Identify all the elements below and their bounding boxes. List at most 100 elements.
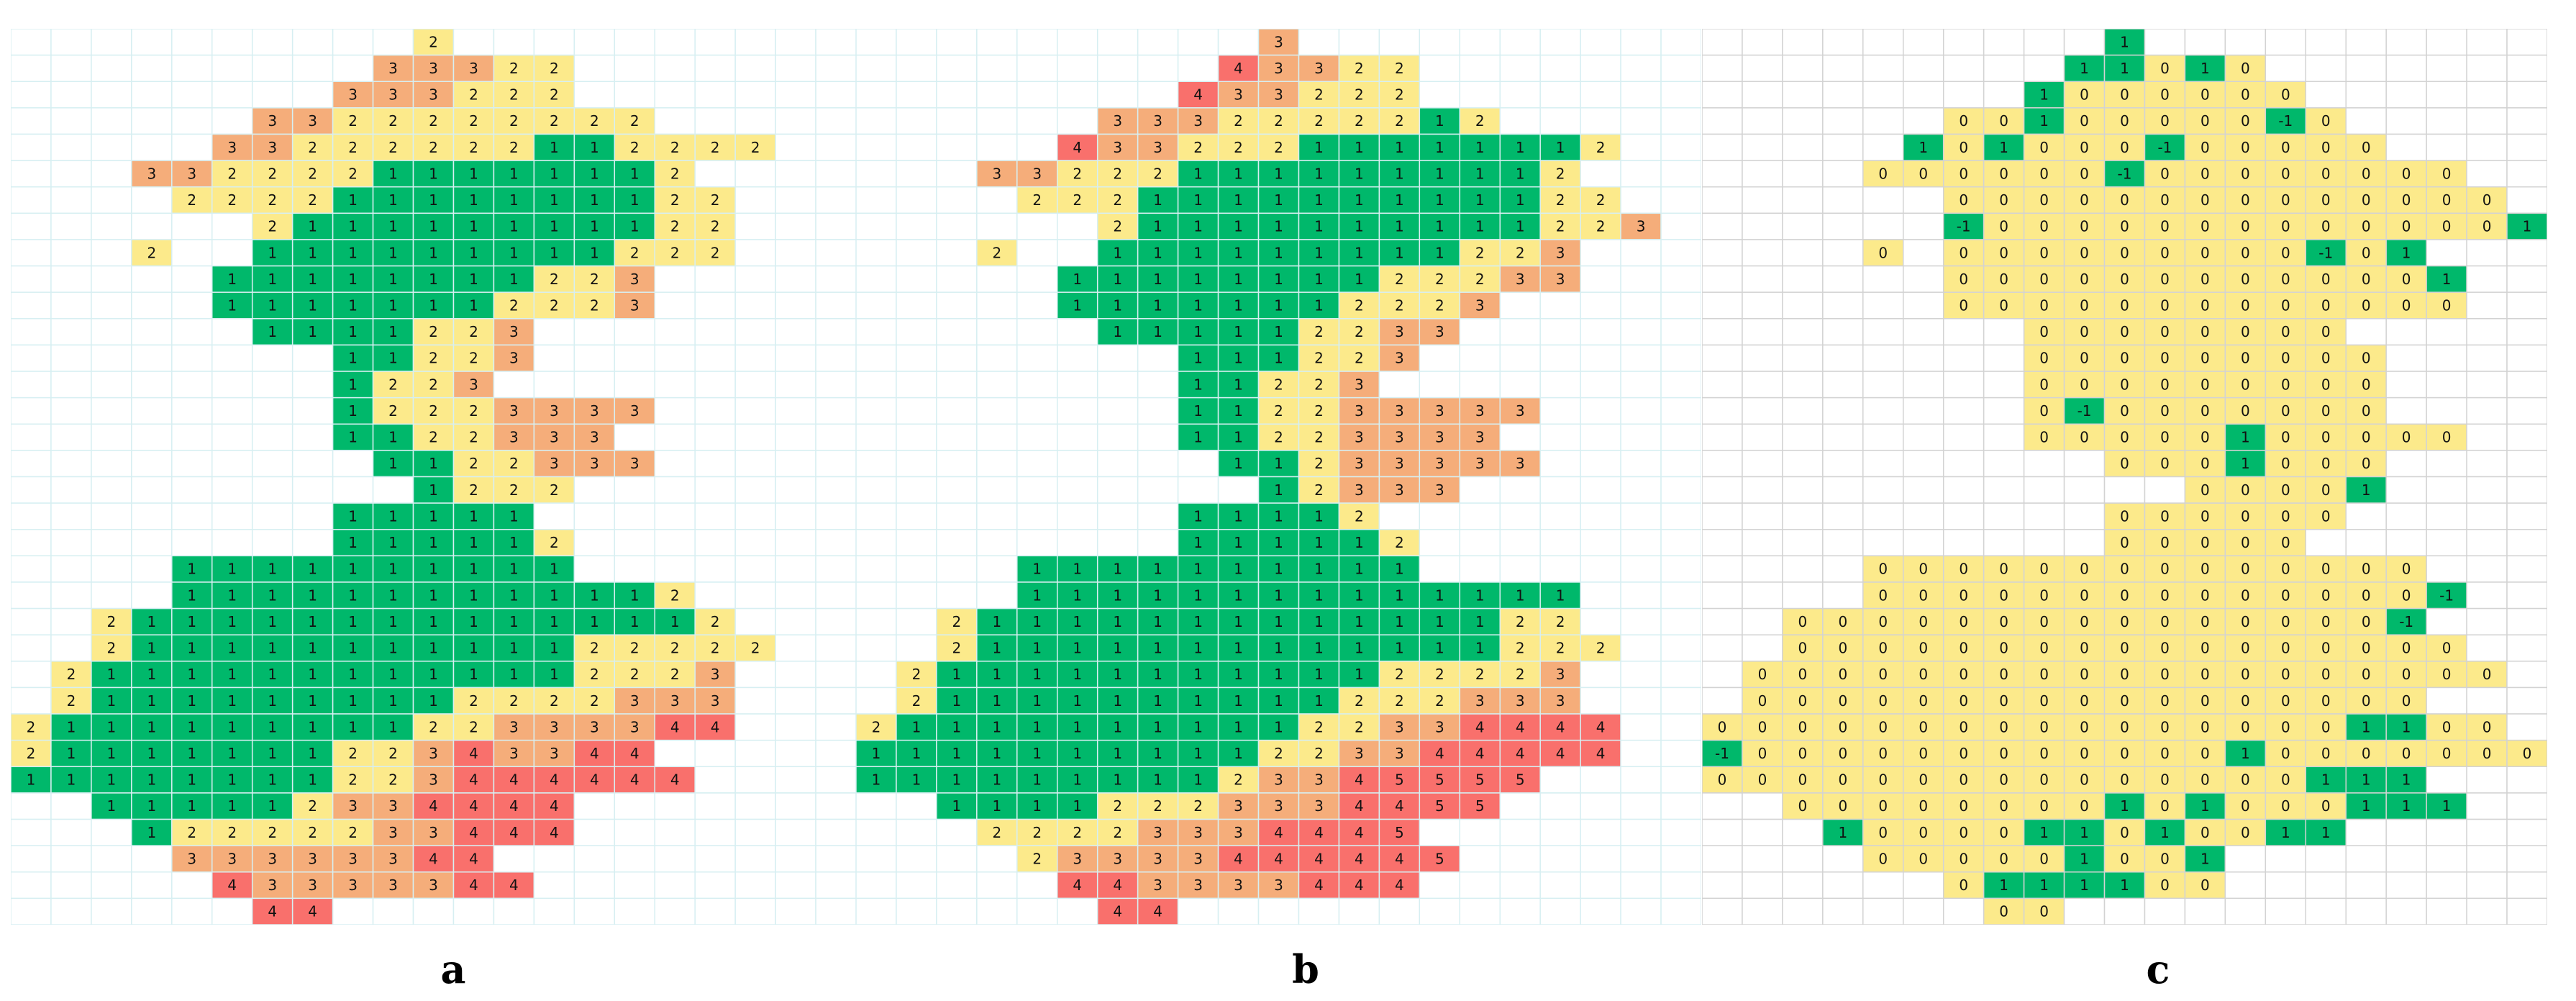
grid-cell-empty <box>1499 792 1541 820</box>
cell-value: 1 <box>992 745 1001 762</box>
cell-value: 2 <box>147 244 156 261</box>
grid-cell-empty <box>1822 291 1864 320</box>
cell-value: 0 <box>2362 376 2371 393</box>
cell-value: 0 <box>1999 666 2008 683</box>
grid-cell-empty <box>936 54 978 82</box>
cell-value: 0 <box>2120 666 2129 683</box>
cell-value: 2 <box>187 191 196 209</box>
cell-value: 2 <box>1516 244 1525 261</box>
grid-cell <box>1983 766 2025 794</box>
cell-value: 0 <box>2241 507 2250 525</box>
grid-cell <box>493 766 535 794</box>
grid-cell <box>1539 133 1581 161</box>
grid-cell-empty <box>372 476 414 504</box>
grid-cell <box>171 555 213 583</box>
grid-cell-empty <box>2385 871 2427 900</box>
grid-cell <box>1378 265 1421 293</box>
cell-value: 0 <box>2200 139 2210 156</box>
cell-value: 1 <box>590 139 599 156</box>
grid-cell-empty <box>1096 54 1139 82</box>
grid-cell <box>1177 239 1219 267</box>
grid-cell-empty <box>815 265 856 293</box>
grid-cell-empty <box>50 555 92 583</box>
cell-value: 2 <box>1556 165 1565 182</box>
grid-cell-empty <box>1539 766 1581 794</box>
grid-cell-empty <box>1419 54 1461 82</box>
grid-cell <box>291 581 334 610</box>
grid-cell-empty <box>694 344 736 372</box>
cell-value: 1 <box>1234 296 1243 314</box>
cell-value: 2 <box>590 640 599 657</box>
grid-cell <box>452 871 495 900</box>
cell-value: 1 <box>429 586 438 604</box>
grid-cell <box>211 845 253 873</box>
grid-cell-empty <box>1580 607 1621 635</box>
grid-cell-empty <box>332 29 374 56</box>
grid-cell-empty <box>91 818 132 846</box>
cell-value: 2 <box>1596 191 1606 209</box>
grid-cell <box>1137 739 1179 768</box>
cell-value: 1 <box>952 745 962 762</box>
cell-value: 3 <box>1193 850 1203 867</box>
grid-cell-empty <box>50 397 92 425</box>
grid-cell <box>1217 739 1260 768</box>
cell-value: 3 <box>1475 296 1485 314</box>
grid-cell <box>533 54 575 82</box>
grid-cell <box>1217 344 1260 372</box>
cell-value: 3 <box>388 797 398 815</box>
cell-value: 3 <box>348 86 358 104</box>
grid-cell <box>1459 133 1501 161</box>
grid-cell-empty <box>50 107 92 135</box>
grid-cell <box>2063 713 2106 741</box>
grid-cell-empty <box>1499 371 1541 399</box>
cell-value: 1 <box>348 561 358 578</box>
cell-value: 0 <box>2200 323 2210 340</box>
grid-cell-empty <box>211 502 253 530</box>
grid-cell-empty <box>1016 897 1058 925</box>
grid-cell-empty <box>11 528 52 557</box>
cell-value: 1 <box>107 666 117 683</box>
grid-cell-empty <box>694 897 736 925</box>
grid-cell-empty <box>493 29 535 56</box>
cell-value: 0 <box>1999 903 2008 920</box>
grid-cell-empty <box>1378 502 1421 530</box>
cell-value: 0 <box>2321 296 2331 314</box>
grid-cell <box>452 239 495 267</box>
grid-cell-empty <box>1539 845 1581 873</box>
grid-cell-empty <box>2426 897 2467 925</box>
grid-cell <box>1096 818 1139 846</box>
grid-cell <box>2184 792 2226 820</box>
grid-cell-empty <box>2506 766 2547 794</box>
grid-cell-empty <box>734 212 776 240</box>
cell-value: 2 <box>1475 244 1485 261</box>
cell-value: 2 <box>992 824 1001 841</box>
cell-value: 1 <box>147 692 156 710</box>
grid-cell <box>1419 397 1461 425</box>
cell-value: 2 <box>1355 323 1364 340</box>
grid-cell-empty <box>1016 450 1058 478</box>
cell-value: 1 <box>1153 323 1162 340</box>
grid-cell <box>1983 687 2025 715</box>
grid-cell-empty <box>775 713 816 741</box>
cell-value: 0 <box>1999 165 2008 182</box>
grid-cell-empty <box>11 81 52 109</box>
cell-value: 0 <box>2321 718 2331 735</box>
grid-cell-empty <box>171 107 213 135</box>
grid-cell-empty <box>936 528 978 557</box>
grid-cell-empty <box>91 423 132 451</box>
grid-cell-empty <box>533 897 575 925</box>
cell-value: 2 <box>1274 745 1283 762</box>
cell-value: 0 <box>2200 534 2210 551</box>
cell-value: 3 <box>711 666 720 683</box>
cell-value: 1 <box>1032 666 1042 683</box>
cell-value: 0 <box>2039 613 2049 630</box>
grid-cell-empty <box>1862 133 1904 161</box>
grid-cell-empty <box>11 634 52 662</box>
grid-cell-empty <box>372 897 414 925</box>
cell-value: 3 <box>1153 824 1162 841</box>
grid-cell-empty <box>1942 81 1985 109</box>
grid-cell-empty <box>573 54 616 82</box>
grid-cell-empty <box>1983 29 2025 56</box>
grid-cell-empty <box>734 423 776 451</box>
cell-value: 1 <box>509 271 519 288</box>
